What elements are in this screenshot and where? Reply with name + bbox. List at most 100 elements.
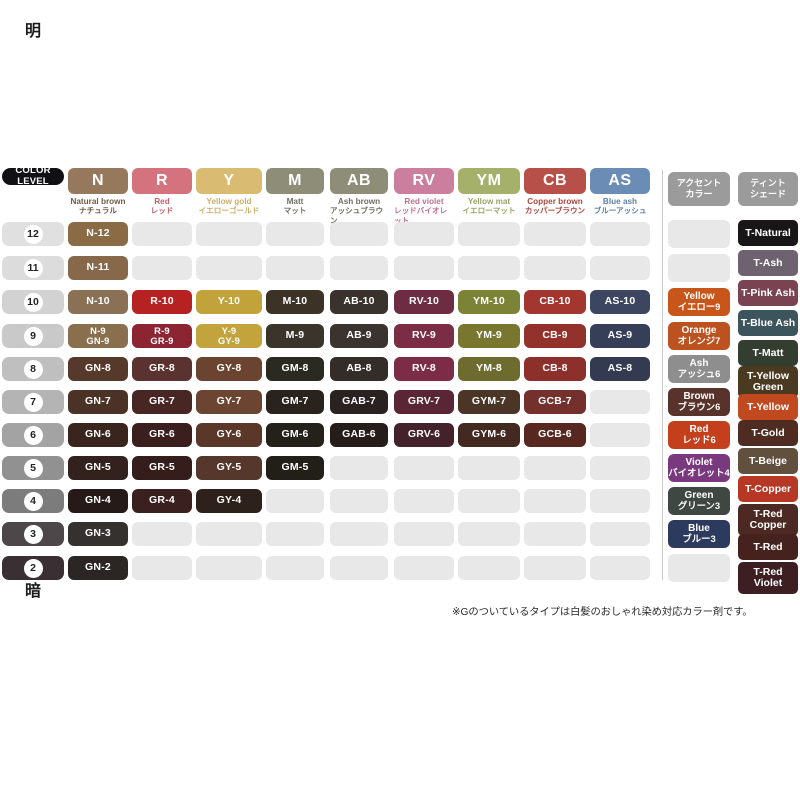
swatch-gr-8[interactable]: GR-8: [132, 357, 192, 381]
swatch-label: GR-6: [149, 428, 175, 441]
swatch-gm-5[interactable]: GM-5: [266, 456, 324, 480]
swatch-as-9[interactable]: AS-9: [590, 324, 650, 348]
tint-t-natural[interactable]: T-Natural: [738, 220, 798, 246]
swatch-cb-8[interactable]: CB-8: [524, 357, 586, 381]
accent-name-en: Violet: [685, 456, 713, 468]
bright-label: 明: [24, 23, 41, 41]
accent-name-en: Blue: [688, 522, 710, 534]
tint-t-red-violet[interactable]: T-Red Violet: [738, 562, 798, 594]
swatch-rv-10[interactable]: RV-10: [394, 290, 454, 314]
tint-t-ash[interactable]: T-Ash: [738, 250, 798, 276]
accent-green[interactable]: Green グリーン3: [668, 487, 730, 515]
swatch-empty: [196, 256, 262, 280]
swatch-as-10[interactable]: AS-10: [590, 290, 650, 314]
swatch-gm-7[interactable]: GM-7: [266, 390, 324, 414]
swatch-ab-8[interactable]: AB-8: [330, 357, 388, 381]
swatch-gy-7[interactable]: GY-7: [196, 390, 262, 414]
swatch-gn-8[interactable]: GN-8: [68, 357, 128, 381]
swatch-ab-9[interactable]: AB-9: [330, 324, 388, 348]
tint-t-copper[interactable]: T-Copper: [738, 476, 798, 502]
swatch-gn-2[interactable]: GN-2: [68, 556, 128, 580]
tint-t-gold[interactable]: T-Gold: [738, 420, 798, 446]
accent-violet[interactable]: Violet バイオレット4: [668, 454, 730, 482]
swatch-m-10[interactable]: M-10: [266, 290, 324, 314]
swatch-label-alt: GR-9: [150, 335, 174, 346]
accent-blue[interactable]: Blue ブルー3: [668, 520, 730, 548]
side-header-pill: ティント シェード: [738, 172, 798, 206]
swatch-cb-9[interactable]: CB-9: [524, 324, 586, 348]
swatch-ab-10[interactable]: AB-10: [330, 290, 388, 314]
swatch-n-9[interactable]: N-9 GN-9: [68, 324, 128, 348]
tint-label: T-Natural: [745, 226, 791, 239]
tint-t-blue-ash[interactable]: T-Blue Ash: [738, 310, 798, 336]
swatch-label: GM-8: [281, 362, 309, 375]
swatch-gy-6[interactable]: GY-6: [196, 423, 262, 447]
swatch-ym-10[interactable]: YM-10: [458, 290, 520, 314]
accent-name-en: Orange: [681, 324, 717, 336]
swatch-label: YM-8: [476, 362, 502, 375]
swatch-gym-6[interactable]: GYM-6: [458, 423, 520, 447]
accent-ash[interactable]: Ash アッシュ6: [668, 355, 730, 383]
tint-t-matt[interactable]: T-Matt: [738, 340, 798, 366]
swatch-rv-9[interactable]: RV-9: [394, 324, 454, 348]
swatch-y-10[interactable]: Y-10: [196, 290, 262, 314]
swatch-grv-6[interactable]: GRV-6: [394, 423, 454, 447]
level-badge-11: 11: [2, 256, 64, 280]
swatch-empty: [458, 222, 520, 246]
swatch-cb-10[interactable]: CB-10: [524, 290, 586, 314]
tint-t-red[interactable]: T-Red: [738, 534, 798, 560]
swatch-rv-8[interactable]: RV-8: [394, 357, 454, 381]
accent-color-header: アクセント カラー: [668, 172, 730, 206]
swatch-n-11[interactable]: N-11: [68, 256, 128, 280]
swatch-gr-6[interactable]: GR-6: [132, 423, 192, 447]
accent-red[interactable]: Red レッド6: [668, 421, 730, 449]
swatch-gn-5[interactable]: GN-5: [68, 456, 128, 480]
swatch-gn-3[interactable]: GN-3: [68, 522, 128, 546]
swatch-gcb-6[interactable]: GCB-6: [524, 423, 586, 447]
swatch-ym-8[interactable]: YM-8: [458, 357, 520, 381]
swatch-r-9[interactable]: R-9 GR-9: [132, 324, 192, 348]
swatch-n-10[interactable]: N-10: [68, 290, 128, 314]
swatch-gr-4[interactable]: GR-4: [132, 489, 192, 513]
accent-orange[interactable]: Orange オレンジ7: [668, 322, 730, 350]
swatch-gy-5[interactable]: GY-5: [196, 456, 262, 480]
column-header-m: M Matt マット: [266, 168, 324, 216]
tint-t-red-copper[interactable]: T-Red Copper: [738, 504, 798, 536]
swatch-gm-6[interactable]: GM-6: [266, 423, 324, 447]
swatch-gy-4[interactable]: GY-4: [196, 489, 262, 513]
swatch-label: GCB-7: [538, 395, 572, 408]
swatch-label: AB-8: [346, 362, 372, 375]
accent-yellow[interactable]: Yellow イエロー9: [668, 288, 730, 316]
swatch-gn-6[interactable]: GN-6: [68, 423, 128, 447]
swatch-gn-4[interactable]: GN-4: [68, 489, 128, 513]
swatch-empty: [458, 556, 520, 580]
tint-t-yellow[interactable]: T-Yellow: [738, 394, 798, 420]
swatch-gr-7[interactable]: GR-7: [132, 390, 192, 414]
swatch-label: N-9: [90, 325, 106, 337]
tint-t-yellow-green[interactable]: T-Yellow Green: [738, 366, 798, 398]
swatch-as-8[interactable]: AS-8: [590, 357, 650, 381]
swatch-label: GRV-7: [407, 395, 441, 408]
swatch-r-10[interactable]: R-10: [132, 290, 192, 314]
swatch-n-12[interactable]: N-12: [68, 222, 128, 246]
swatch-gab-7[interactable]: GAB-7: [330, 390, 388, 414]
swatch-gab-6[interactable]: GAB-6: [330, 423, 388, 447]
tint-t-pink-ash[interactable]: T-Pink Ash: [738, 280, 798, 306]
swatch-label: RV-9: [412, 329, 436, 342]
tint-t-beige[interactable]: T-Beige: [738, 448, 798, 474]
swatch-gn-7[interactable]: GN-7: [68, 390, 128, 414]
swatch-gy-8[interactable]: GY-8: [196, 357, 262, 381]
swatch-gr-5[interactable]: GR-5: [132, 456, 192, 480]
swatch-gcb-7[interactable]: GCB-7: [524, 390, 586, 414]
accent-brown[interactable]: Brown ブラウン6: [668, 388, 730, 416]
column-header-ab: AB Ash brown アッシュブラウン: [330, 168, 388, 225]
swatch-empty: [394, 522, 454, 546]
swatch-grv-7[interactable]: GRV-7: [394, 390, 454, 414]
swatch-m-9[interactable]: M-9: [266, 324, 324, 348]
swatch-gm-8[interactable]: GM-8: [266, 357, 324, 381]
swatch-gym-7[interactable]: GYM-7: [458, 390, 520, 414]
swatch-label: M-10: [282, 295, 308, 308]
swatch-ym-9[interactable]: YM-9: [458, 324, 520, 348]
swatch-y-9[interactable]: Y-9 GY-9: [196, 324, 262, 348]
